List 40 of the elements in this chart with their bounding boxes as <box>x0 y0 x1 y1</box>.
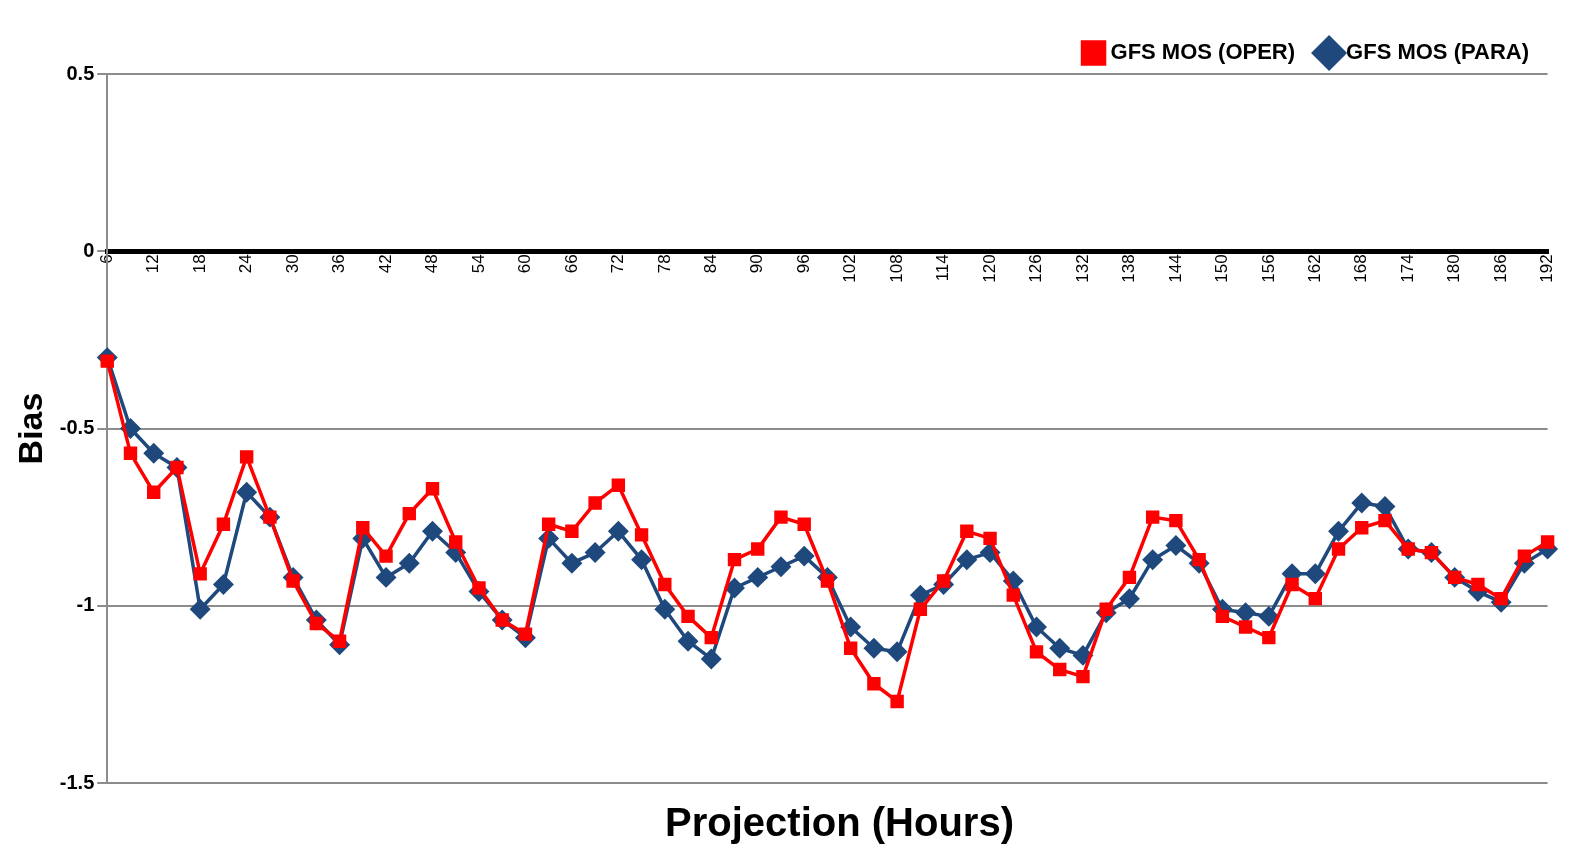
y-tick-label: 0 <box>83 238 95 261</box>
y-tick-label: 0.5 <box>66 61 95 84</box>
x-tick-label: 84 <box>700 254 720 274</box>
legend-label: GFS MOS (OPER) <box>1110 39 1296 65</box>
x-tick-label: 54 <box>468 254 488 274</box>
x-axis-title: Projection (Hours) <box>664 799 1015 846</box>
x-tick-label: 108 <box>886 254 906 283</box>
x-tick-label: 96 <box>793 254 813 274</box>
x-tick-label: 186 <box>1490 254 1510 283</box>
x-tick-label: 72 <box>608 254 628 274</box>
x-tick-label: 102 <box>840 254 860 283</box>
x-tick-label: 120 <box>979 254 999 283</box>
x-tick-label: 42 <box>375 254 395 274</box>
x-tick-label: 66 <box>561 254 581 274</box>
x-tick-label: 18 <box>189 254 209 274</box>
y-tick-label: -0.5 <box>59 416 95 439</box>
x-tick-label: 156 <box>1258 254 1278 283</box>
x-tick-label: 126 <box>1026 254 1046 283</box>
x-tick-label: 90 <box>747 254 767 274</box>
x-tick-label: 162 <box>1304 254 1324 283</box>
x-tick-label: 36 <box>329 254 349 274</box>
x-tick-label: 48 <box>422 254 442 274</box>
legend-label: GFS MOS (PARA) <box>1346 39 1529 65</box>
x-tick-label: 144 <box>1165 254 1185 283</box>
y-axis-title: Bias <box>10 392 49 465</box>
x-tick-label: 132 <box>1072 254 1092 283</box>
x-tick-label: 78 <box>654 254 674 274</box>
y-tick-label: -1 <box>76 593 95 616</box>
y-tick-label: -1.5 <box>59 770 95 793</box>
x-tick-label: 138 <box>1119 254 1139 283</box>
x-tick-label: 150 <box>1212 254 1232 283</box>
x-tick-label: 180 <box>1444 254 1464 283</box>
x-tick-label: 60 <box>515 254 535 274</box>
x-tick-label: 174 <box>1397 254 1417 283</box>
x-tick-label: 192 <box>1537 254 1557 283</box>
x-tick-label: 114 <box>933 254 953 282</box>
x-tick-label: 24 <box>236 254 256 274</box>
x-tick-label: 168 <box>1351 254 1371 283</box>
x-tick-label: 12 <box>143 254 163 274</box>
x-tick-label: 30 <box>282 254 302 274</box>
